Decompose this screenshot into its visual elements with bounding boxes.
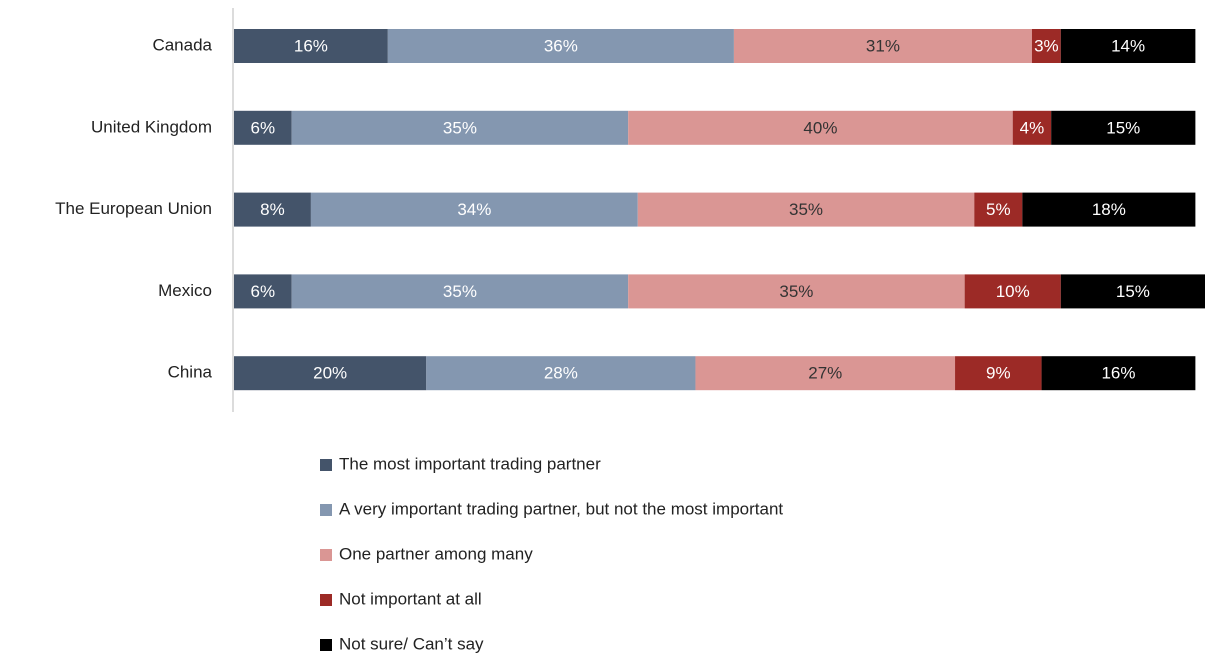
- legend-swatch: [320, 639, 332, 651]
- bar-segment: [695, 356, 956, 391]
- value-label: 3%: [1034, 36, 1059, 55]
- legend-label: Not important at all: [339, 589, 482, 608]
- bar-segment: [964, 274, 1061, 309]
- value-label: 35%: [789, 200, 823, 219]
- category-label: Canada: [152, 35, 212, 54]
- value-label: 20%: [313, 364, 347, 383]
- value-label: 15%: [1106, 118, 1140, 137]
- bar-segment: [733, 29, 1032, 63]
- bar-segment: [234, 356, 427, 391]
- bar-segment: [387, 29, 734, 63]
- value-label: 31%: [866, 36, 900, 55]
- value-label: 6%: [251, 282, 276, 301]
- bar-segment: [637, 192, 975, 227]
- bar-segment: [1031, 29, 1061, 63]
- category-label: United Kingdom: [91, 117, 212, 136]
- value-label: 16%: [1101, 364, 1135, 383]
- legend-label: Not sure/ Can’t say: [339, 634, 484, 653]
- value-label: 4%: [1020, 118, 1045, 137]
- legend-swatch: [320, 504, 332, 516]
- legend-label: The most important trading partner: [339, 454, 601, 473]
- bar-segment: [628, 110, 1013, 145]
- legend-label: One partner among many: [339, 544, 533, 563]
- bar-segment: [1012, 110, 1052, 145]
- value-label: 36%: [544, 36, 578, 55]
- value-label: 18%: [1092, 200, 1126, 219]
- bar-segment: [1060, 274, 1205, 309]
- value-label: 6%: [251, 118, 276, 137]
- category-label: Mexico: [158, 281, 212, 300]
- value-label: 10%: [996, 282, 1030, 301]
- legend-swatch: [320, 459, 332, 471]
- value-label: 16%: [294, 36, 328, 55]
- value-label: 35%: [443, 118, 477, 137]
- bar-segment: [1041, 356, 1196, 391]
- value-label: 34%: [457, 200, 491, 219]
- bar-segment: [628, 274, 965, 309]
- value-label: 15%: [1116, 282, 1150, 301]
- bar-segment: [955, 356, 1042, 391]
- legend-swatch: [320, 549, 332, 561]
- legend-label: A very important trading partner, but no…: [339, 499, 783, 518]
- value-label: 35%: [443, 282, 477, 301]
- value-label: 9%: [986, 364, 1011, 383]
- value-label: 8%: [260, 200, 285, 219]
- bar-segment: [234, 110, 292, 145]
- bar-segment: [234, 274, 292, 309]
- bar-segment: [234, 192, 311, 227]
- bar-segment: [426, 356, 696, 391]
- bar-segment: [291, 274, 629, 309]
- value-label: 27%: [808, 364, 842, 383]
- value-label: 28%: [544, 364, 578, 383]
- bar-segment: [1051, 110, 1196, 145]
- value-label: 35%: [779, 282, 813, 301]
- bar-segment: [974, 192, 1023, 227]
- value-label: 14%: [1111, 36, 1145, 55]
- legend-swatch: [320, 594, 332, 606]
- bar-segment: [291, 110, 629, 145]
- bar-segment: [310, 192, 638, 227]
- category-label: The European Union: [55, 199, 212, 218]
- bar-segment: [1060, 29, 1196, 63]
- category-label: China: [168, 363, 213, 382]
- bar-segment: [234, 29, 388, 63]
- value-label: 5%: [986, 200, 1011, 219]
- value-label: 40%: [803, 118, 837, 137]
- bar-segment: [1022, 192, 1196, 227]
